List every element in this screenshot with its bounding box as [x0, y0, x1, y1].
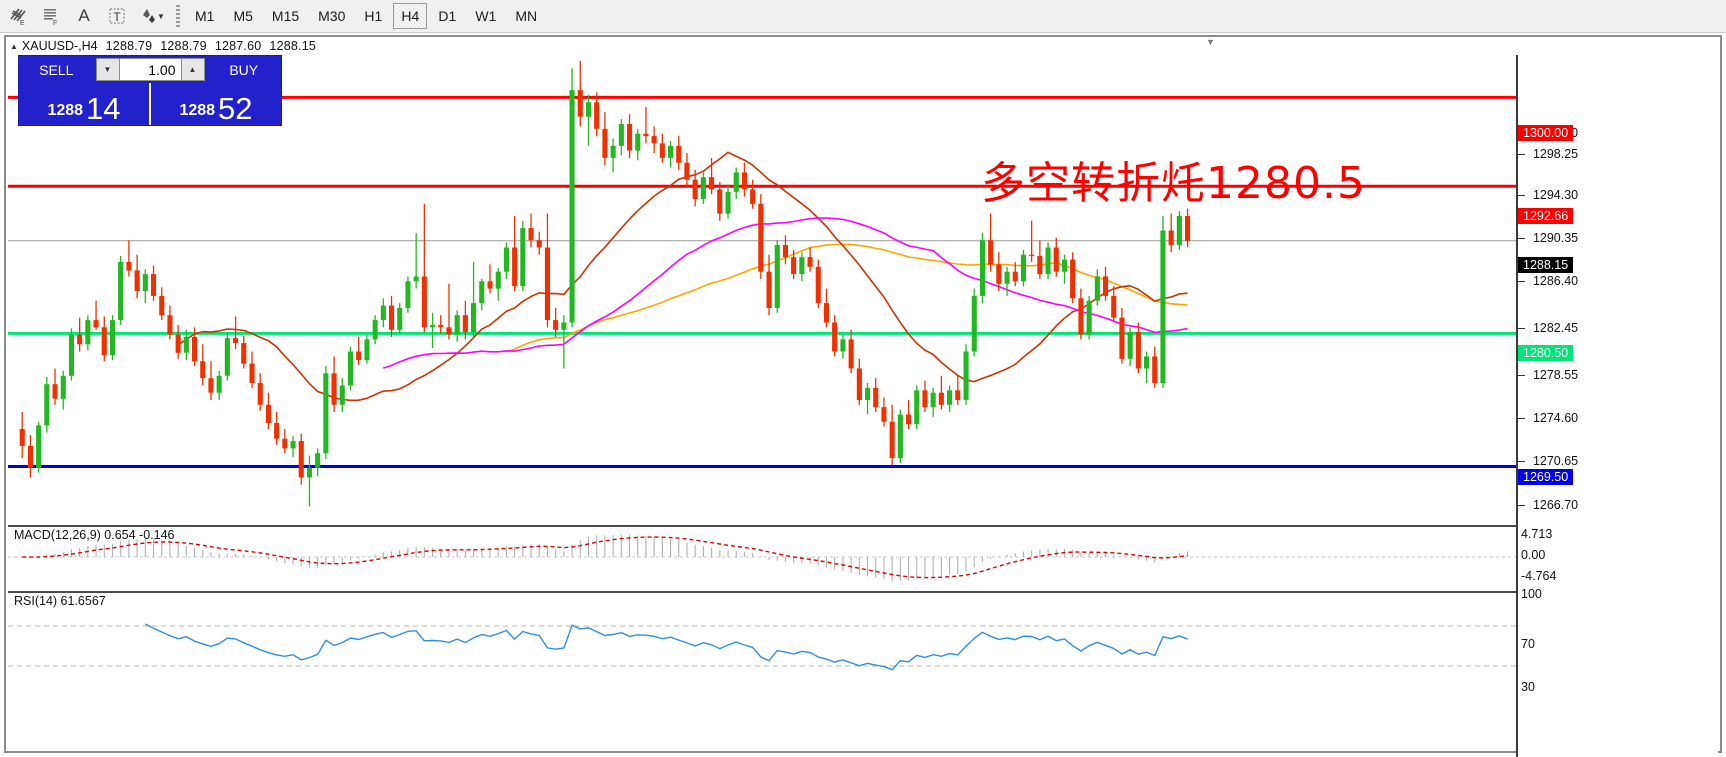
macd-tick: -4.764 — [1521, 569, 1557, 583]
one-click-trading-panel[interactable]: SELL ▼ 1.00 ▲ BUY 1288 14 1288 52 — [18, 55, 282, 126]
volume-stepper[interactable]: ▼ 1.00 ▲ — [93, 56, 207, 83]
price-tick: –1266.70 — [1518, 498, 1579, 512]
macd-tick: 0.00 — [1521, 548, 1546, 562]
timeframe-h1[interactable]: H1 — [364, 8, 383, 24]
volume-input[interactable]: 1.00 — [119, 58, 181, 81]
price-tick: –1270.65 — [1518, 454, 1579, 468]
timeframe-group: M1 M5 M15 M30 H1 H4 D1 W1 MN — [187, 3, 548, 29]
timeframe-m30[interactable]: M30 — [318, 8, 346, 24]
rsi-tick: 70 — [1521, 637, 1535, 651]
price-tick: 1292.66 — [1518, 208, 1574, 224]
symbol-name: XAUUSD-,H4 — [21, 39, 98, 53]
rsi-pane[interactable]: RSI(14) 61.6567 — [8, 591, 1516, 701]
volume-increase-button[interactable]: ▲ — [180, 58, 205, 81]
buy-price-pips: 52 — [218, 90, 253, 126]
price-tick: –1298.25 — [1518, 147, 1579, 161]
ohlc-low: 1287.60 — [214, 39, 262, 53]
timeframe-m15[interactable]: M15 — [271, 8, 300, 24]
ohlc-close: 1288.15 — [269, 39, 317, 53]
main-toolbar: E F A T — [0, 0, 1726, 33]
chevron-down-icon[interactable]: ▼ — [157, 11, 165, 21]
triangle-up-icon: ▲ — [10, 41, 18, 51]
price-tick: –1278.55 — [1518, 368, 1579, 382]
macd-plot — [8, 534, 1516, 582]
text-label-icon[interactable]: A — [78, 6, 90, 25]
macd-pane[interactable]: MACD(12,26,9) 0.654 -0.146 — [8, 525, 1516, 587]
price-scale[interactable]: –1302.201300.00–1298.25–1294.301292.66–1… — [1516, 55, 1718, 757]
indicators-icon[interactable]: F — [36, 2, 66, 30]
price-tick: 1280.50 — [1518, 345, 1574, 361]
price-tick: –1282.45 — [1518, 321, 1579, 335]
timeframe-mn[interactable]: MN — [515, 8, 538, 24]
macd-label: MACD(12,26,9) 0.654 -0.146 — [14, 528, 175, 542]
price-tick: 1269.50 — [1518, 469, 1574, 485]
chart-annotation-text: 多空转折灹1280.5 — [981, 158, 1366, 209]
price-tick: 1288.15 — [1518, 257, 1574, 273]
timeframe-d1[interactable]: D1 — [438, 8, 457, 24]
buy-label[interactable]: BUY — [206, 56, 281, 83]
sell-button[interactable]: 1288 14 — [19, 83, 151, 125]
collapse-pane-icon[interactable]: ▼ — [1206, 37, 1215, 47]
drawing-objects-icon[interactable]: ▼ — [135, 2, 169, 30]
ohlc-high: 1288.79 — [160, 39, 207, 53]
timeframe-m1[interactable]: M1 — [195, 8, 215, 24]
macd-tick: 4.713 — [1521, 527, 1553, 541]
price-tick: –1274.60 — [1518, 411, 1579, 425]
oct-header-row: SELL ▼ 1.00 ▲ BUY — [19, 56, 281, 83]
symbol-info-bar: ▲ XAUUSD-,H4 1288.79 1288.79 1287.60 128… — [6, 37, 1720, 55]
sell-price-integer: 1288 — [47, 102, 84, 119]
timeframe-w1[interactable]: W1 — [475, 8, 497, 24]
chart-window[interactable]: ▲ XAUUSD-,H4 1288.79 1288.79 1287.60 128… — [4, 35, 1722, 757]
expert-advisors-icon[interactable]: E — [3, 2, 33, 30]
candlestick-chart — [8, 61, 1516, 507]
buy-button[interactable]: 1288 52 — [151, 83, 281, 125]
timeframe-h4[interactable]: H4 — [393, 3, 428, 29]
sell-label[interactable]: SELL — [19, 56, 94, 83]
ohlc-open: 1288.79 — [105, 39, 153, 53]
timeframe-m5[interactable]: M5 — [233, 8, 253, 24]
toolbar-separator — [176, 5, 180, 27]
price-tick: 1300.00 — [1518, 125, 1574, 141]
rsi-tick: 100 — [1521, 587, 1542, 601]
oct-price-row: 1288 14 1288 52 — [19, 83, 281, 125]
sell-price-pips: 14 — [86, 90, 121, 126]
svg-text:E: E — [20, 20, 25, 26]
rsi-plot — [8, 623, 1516, 671]
price-pane[interactable] — [8, 55, 1516, 521]
volume-decrease-button[interactable]: ▼ — [95, 58, 120, 81]
price-tick: –1286.40 — [1518, 274, 1579, 288]
svg-text:F: F — [53, 20, 57, 26]
svg-text:T: T — [113, 10, 121, 24]
text-object-icon[interactable]: T — [102, 2, 132, 30]
rsi-tick: 30 — [1521, 680, 1535, 694]
buy-price-integer: 1288 — [179, 102, 216, 119]
price-tick: –1290.35 — [1518, 231, 1579, 245]
rsi-label: RSI(14) 61.6567 — [14, 594, 106, 608]
price-tick: –1294.30 — [1518, 188, 1579, 202]
